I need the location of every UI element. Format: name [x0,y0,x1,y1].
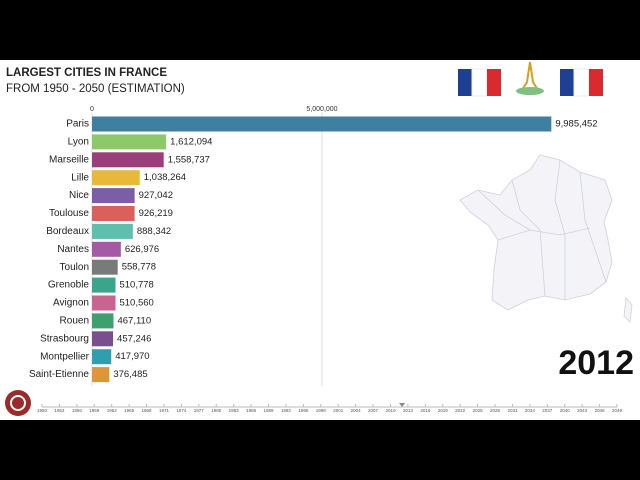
bar [92,188,135,204]
category-label: Toulon [60,262,89,273]
bar [92,277,116,293]
timeline-label: 1992 [281,408,292,413]
bar [92,223,133,239]
category-label: Marseille [49,154,89,165]
timeline-label: 1959 [89,408,100,413]
category-label: Montpellier [40,351,90,362]
category-label: Avignon [53,298,89,309]
bar [92,349,112,365]
value-label: 626,976 [125,244,159,255]
timeline-label: 1974 [176,408,187,413]
bar [92,116,552,132]
bar [92,367,110,383]
eiffel-icon [516,61,544,95]
value-label: 376,485 [113,369,147,380]
timeline-label: 2010 [385,408,396,413]
timeline-label: 2022 [455,408,466,413]
timeline-label: 1968 [142,408,153,413]
bar [92,331,114,347]
timeline-label: 2049 [612,408,623,413]
timeline-label: 1986 [246,408,257,413]
timeline-label: 1998 [316,408,327,413]
value-label: 510,560 [119,298,153,309]
value-label: 9,985,452 [555,119,597,130]
timeline-label: 2007 [368,408,379,413]
value-label: 467,110 [117,315,151,326]
timeline-label: 1962 [107,408,118,413]
timeline-label: 2037 [542,408,553,413]
year-label: 2012 [558,344,634,382]
bar [92,152,164,168]
bar [92,170,140,186]
timeline-label: 1965 [124,408,135,413]
bar [92,313,114,329]
timeline-label: 2016 [420,408,431,413]
category-label: Saint-Etienne [29,369,89,380]
chart-subtitle: FROM 1950 - 2050 (ESTIMATION) [6,83,185,95]
timeline-label: 1971 [159,408,170,413]
timeline-label: 2043 [577,408,588,413]
bar [92,259,118,275]
category-label: Nice [69,190,89,201]
timeline-label: 2040 [560,408,571,413]
timeline-label: 2019 [438,408,449,413]
timeline-label: 2046 [595,408,606,413]
value-label: 926,219 [139,208,173,219]
x-tick-label: 5,000,000 [306,106,337,113]
value-label: 510,778 [119,280,153,291]
chart-title: LARGEST CITIES IN FRANCE [6,67,167,79]
timeline-marker [399,403,406,407]
bar [92,134,167,150]
value-label: 417,970 [115,351,149,362]
value-label: 927,042 [139,190,173,201]
logo [5,390,31,416]
france-map [459,154,633,323]
value-label: 457,246 [117,333,151,344]
timeline-label: 2034 [525,408,536,413]
category-label: Nantes [57,244,89,255]
category-label: Lyon [68,137,89,148]
timeline-label: 1983 [229,408,240,413]
timeline-label: 2001 [333,408,344,413]
category-label: Paris [66,119,89,130]
timeline-label: 2004 [351,408,362,413]
timeline-label: 2013 [403,408,414,413]
category-label: Grenoble [48,280,90,291]
bar [92,295,116,311]
value-label: 1,038,264 [144,172,186,183]
category-label: Lille [71,172,89,183]
timeline-label: 1953 [54,408,65,413]
category-label: Bordeaux [46,226,89,237]
x-tick-label: 0 [90,106,94,113]
value-label: 1,558,737 [168,154,210,165]
timeline-label: 2031 [507,408,518,413]
bar [92,206,135,221]
timeline-label: 1980 [211,408,222,413]
timeline-label: 1989 [264,408,275,413]
value-label: 888,342 [137,226,171,237]
value-label: 1,612,094 [170,136,212,147]
value-label: 558,778 [122,262,156,273]
bar [92,241,121,257]
category-label: Rouen [60,316,89,327]
timeline-label: 1977 [194,408,205,413]
timeline-label: 2028 [490,408,501,413]
timeline-label: 1950 [37,408,48,413]
flag [458,68,501,97]
category-label: Toulouse [49,208,89,219]
category-label: Strasbourg [40,333,89,344]
timeline-label: 2025 [473,408,484,413]
timeline-label: 1995 [298,408,309,413]
flag [560,68,603,97]
timeline-label: 1956 [72,408,83,413]
